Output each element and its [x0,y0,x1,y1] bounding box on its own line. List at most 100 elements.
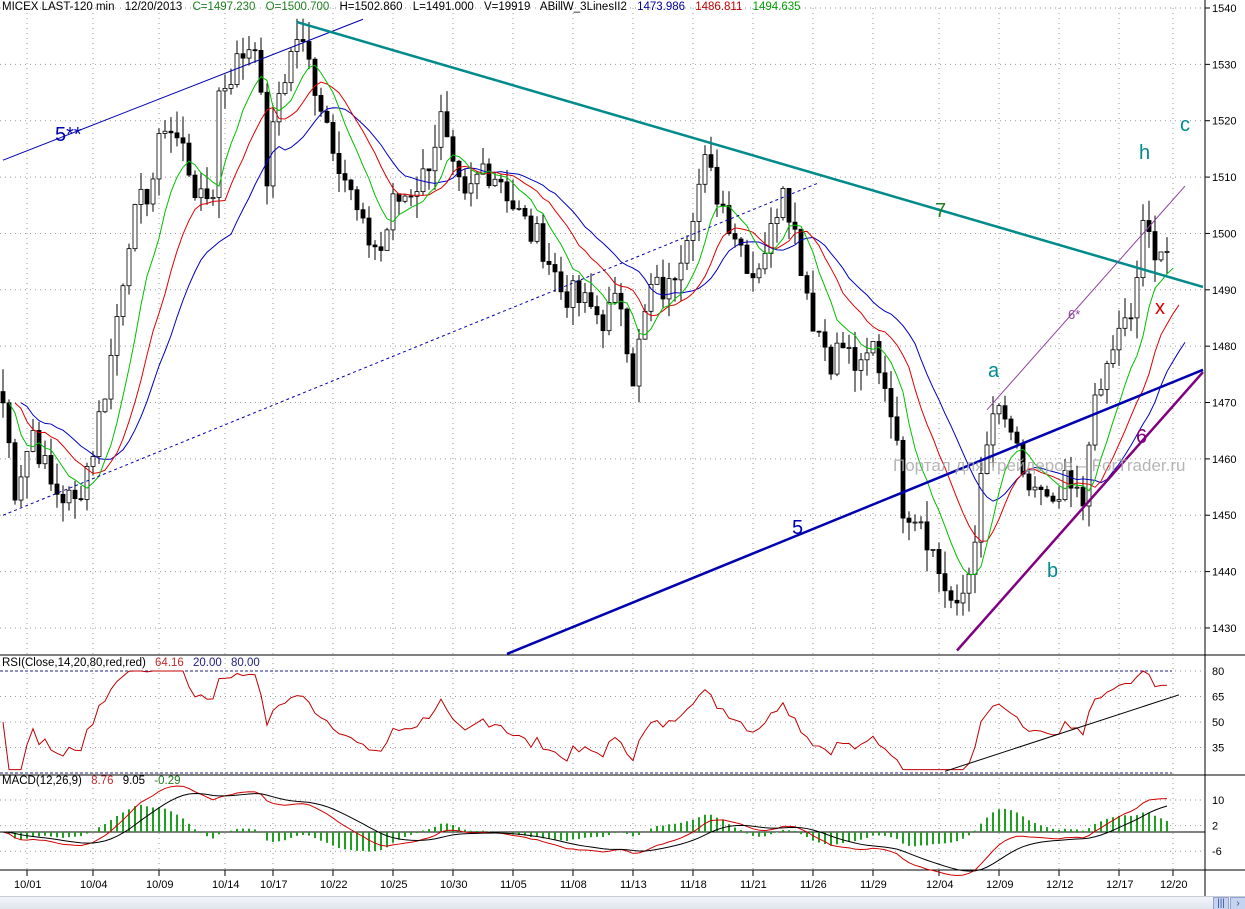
candle-body [774,217,780,225]
wave-label-6-star: 6* [1068,307,1081,322]
chart-header: MICEX LAST-120 min 12/20/2013 C=1497.230… [2,1,808,13]
candle-body [204,188,210,200]
price-tick-label: 1460 [1212,454,1236,466]
candle-body [468,183,474,194]
volume-value: V=19919 [483,1,531,13]
candle-body [888,388,894,418]
candle-body [990,413,996,446]
price-tick-label: 1490 [1212,285,1236,297]
candle-body [492,178,498,187]
candle-body [918,521,924,524]
candle-body [732,233,738,240]
candle-body [486,163,492,187]
candle-body [894,416,900,441]
candle-body [582,292,588,303]
candle-body [654,276,660,285]
candle-body [402,195,408,202]
price-tick-label: 1500 [1212,228,1236,240]
candle-body [906,517,912,523]
candle-body [606,302,612,332]
candle-body [336,152,342,174]
candle-body [324,110,330,123]
candle-body [558,271,564,293]
candle-body [882,372,888,389]
candle-body [168,130,174,134]
candle-body [210,196,216,200]
price-tick-label: 1530 [1212,59,1236,71]
macd-name: MACD(12,26,9) [2,775,82,787]
candle-body [54,483,60,495]
high-value: H=1502.860 [339,1,403,13]
candles [0,18,1170,616]
candle-body [252,49,258,52]
trend-line [986,185,1186,411]
candle-body [330,121,336,154]
candle-body [348,179,354,191]
trend-line [506,368,1204,656]
candle-body [768,223,774,254]
wave-label-a: a [988,360,1000,382]
candle-body [720,203,726,206]
candle-body [1080,486,1086,507]
candle-body [1002,405,1008,420]
wave-label-b: b [1047,560,1059,582]
candle-body [216,90,222,198]
date-tick-label: 11/08 [560,879,587,891]
candle-body [264,91,270,187]
macd-hist: -0.29 [154,775,181,787]
date-tick-label: 11/13 [620,879,647,891]
candle-body [546,260,552,265]
candle-body [780,188,786,218]
candle-body [1068,470,1074,489]
candle-body [450,136,456,162]
candle-body [342,173,348,181]
candle-body [1026,473,1032,491]
trend-line [956,371,1204,652]
price-tick-label: 1520 [1212,116,1236,128]
candle-body [270,121,276,187]
candle-body [876,341,882,374]
candle-body [1086,444,1092,507]
wave-label-c: c [1180,114,1190,136]
candle-body [18,476,24,501]
candle-body [306,41,312,60]
open-value: O=1500.700 [265,1,330,13]
candle-body [396,193,402,202]
candle-body [1032,486,1038,491]
scroll-right-button[interactable]: › [1230,897,1245,909]
candle-body [426,168,432,172]
candle-body [1140,220,1146,279]
candle-body [258,49,264,93]
candle-body [510,200,516,210]
candle-body [1038,486,1044,490]
candle-body [438,111,444,148]
date-tick-label: 11/26 [800,879,827,891]
candle-body [498,178,504,183]
date-tick-label: 10/25 [380,879,408,891]
rsi-high: 80.00 [231,657,260,669]
price-tick-label: 1450 [1212,510,1236,522]
candle-body [90,456,96,467]
scroll-thumb-grip[interactable]: ||| [1213,897,1229,909]
macd-tick-label: -6 [1212,846,1222,858]
candle-body [132,204,138,250]
candle-body [276,93,282,123]
candle-body [684,240,690,264]
candle-body [552,264,558,273]
price-tick-label: 1470 [1212,398,1236,410]
date-tick-label: 10/17 [260,879,288,891]
date-tick-label: 12/20 [1160,879,1188,891]
horizontal-scrollbar[interactable]: ||| › [0,896,1245,909]
candle-body [120,285,126,317]
candle-body [1014,431,1020,444]
date-tick-label: 10/30 [440,879,468,891]
wave-label-h: h [1139,142,1151,164]
candle-body [714,166,720,205]
rsi-value: 64.16 [155,657,184,669]
wave-label-6: 6 [1136,426,1148,448]
candle-body [600,314,606,332]
candle-body [1128,317,1134,320]
candle-body [354,189,360,211]
wave-label-x: x [1155,297,1165,319]
